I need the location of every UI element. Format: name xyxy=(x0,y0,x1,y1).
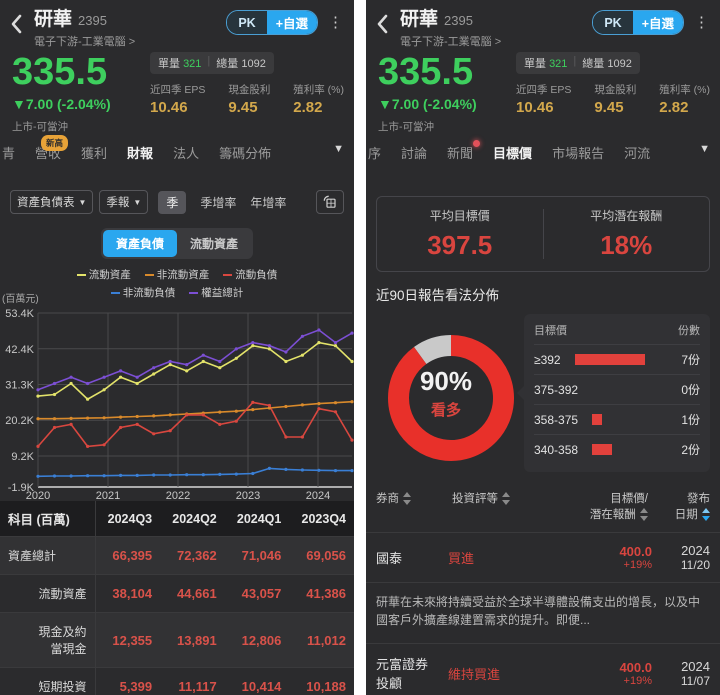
svg-text:31.3K: 31.3K xyxy=(5,380,34,392)
svg-text:2023: 2023 xyxy=(236,490,260,501)
svg-text:42.4K: 42.4K xyxy=(5,344,34,356)
svg-text:2022: 2022 xyxy=(166,490,190,501)
svg-text:2021: 2021 xyxy=(96,490,120,501)
svg-text:9.2K: 9.2K xyxy=(11,451,34,463)
svg-text:2020: 2020 xyxy=(26,490,50,501)
svg-text:2024: 2024 xyxy=(306,490,330,501)
svg-text:20.2K: 20.2K xyxy=(5,415,34,427)
svg-text:53.4K: 53.4K xyxy=(5,308,34,320)
